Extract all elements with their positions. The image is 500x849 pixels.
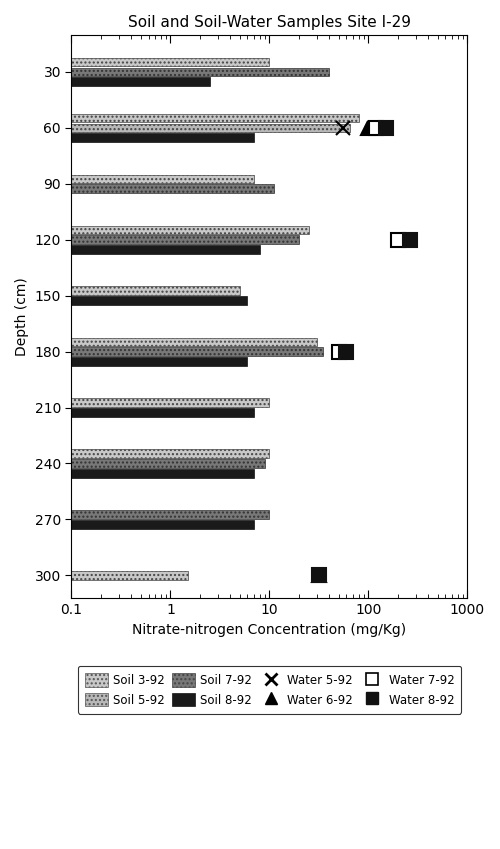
Bar (0, 408, 254, 417)
Legend: Soil 3-92, Soil 5-92, Soil 7-92, Soil 8-92, Water 5-92, Water 6-92, Water 7-92, : Soil 3-92, Soil 5-92, Soil 7-92, Soil 8-… (78, 666, 462, 714)
Bar (0, 571, 188, 580)
Bar (0, 226, 309, 234)
Bar (0, 68, 329, 76)
Bar (0, 469, 254, 478)
Bar (0, 449, 270, 458)
Bar (0, 175, 254, 183)
Bar (0, 124, 350, 132)
Title: Soil and Soil-Water Samples Site I-29: Soil and Soil-Water Samples Site I-29 (128, 15, 411, 30)
Bar (0, 347, 324, 356)
Bar (0, 114, 359, 122)
Bar (0, 77, 210, 86)
Bar (0, 520, 254, 529)
Bar (0, 296, 248, 305)
Bar (0, 510, 270, 519)
Bar (0, 459, 265, 468)
Bar (0, 133, 254, 142)
Bar (0, 357, 248, 366)
Bar (0, 184, 274, 193)
Bar (0, 398, 270, 407)
Bar (0, 245, 260, 254)
Bar (0, 338, 316, 346)
Y-axis label: Depth (cm): Depth (cm) (15, 278, 29, 357)
Bar (0, 58, 270, 66)
Bar (0, 286, 240, 295)
X-axis label: Nitrate-nitrogen Concentration (mg/Kg): Nitrate-nitrogen Concentration (mg/Kg) (132, 622, 406, 637)
Bar (0, 235, 300, 244)
